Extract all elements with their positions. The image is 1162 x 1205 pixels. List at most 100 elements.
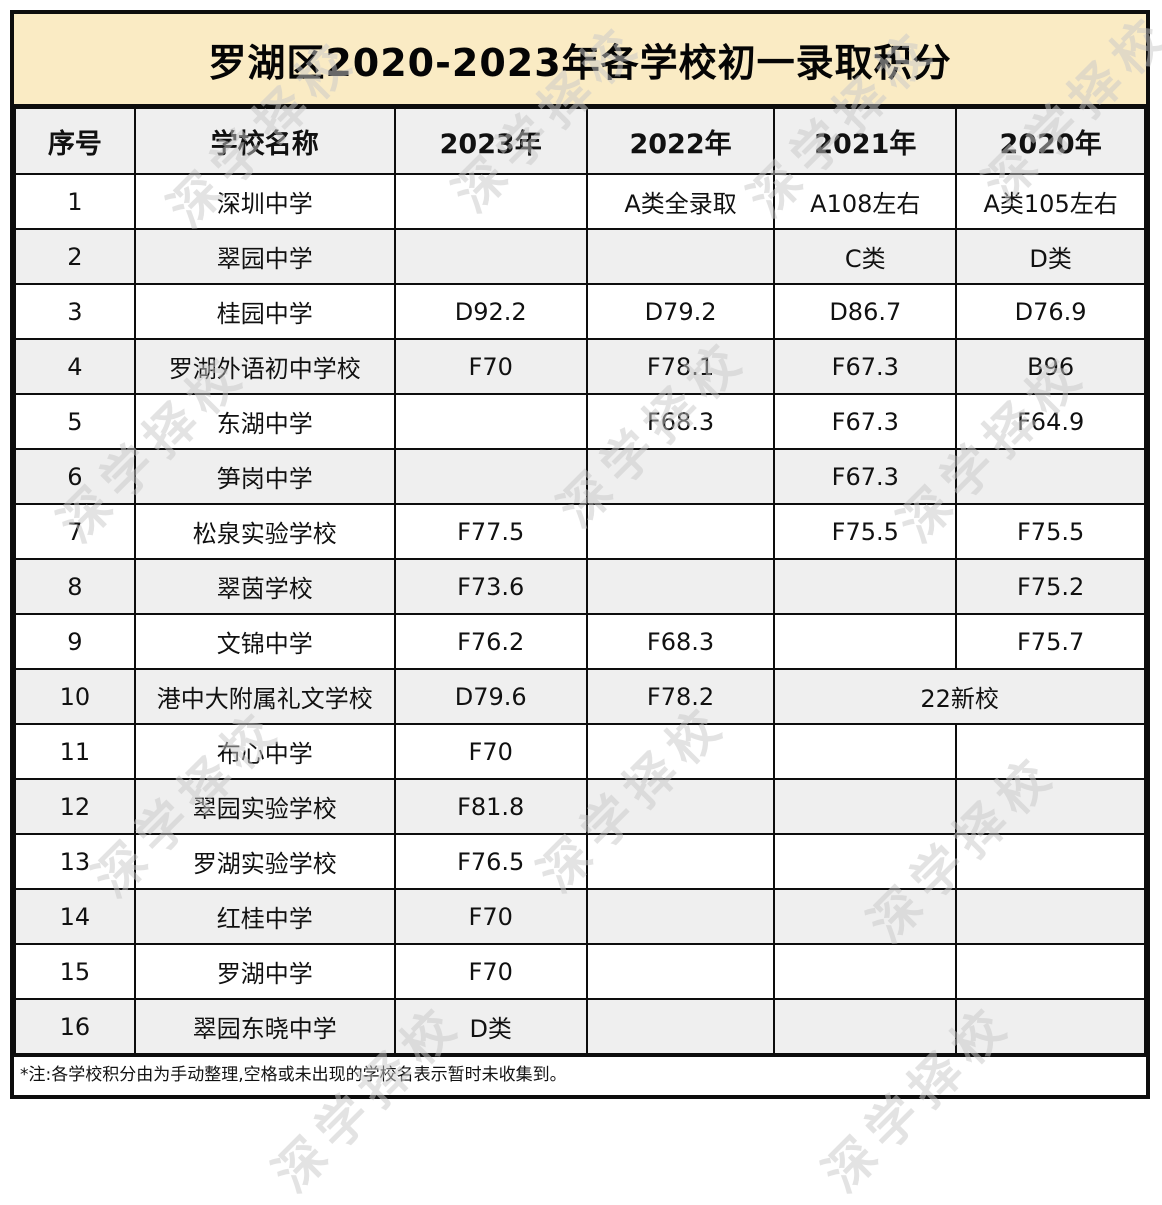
school-name-cell: 罗湖实验学校 <box>133 833 396 890</box>
score-cell: F68.3 <box>585 613 776 670</box>
score-cell: F75.5 <box>955 503 1146 560</box>
score-cell: D79.6 <box>393 668 588 725</box>
score-cell <box>585 558 776 615</box>
table-row: 12 翠园实验学校 F81.8 <box>14 778 1146 835</box>
row-number-cell: 11 <box>14 723 136 780</box>
score-cell <box>773 558 958 615</box>
score-cell <box>955 723 1146 780</box>
score-cell <box>585 778 776 835</box>
score-cell: D类 <box>955 228 1146 285</box>
score-cell: D92.2 <box>393 283 588 340</box>
row-number-cell: 16 <box>14 998 136 1055</box>
score-cell: B96 <box>955 338 1146 395</box>
school-name-cell: 东湖中学 <box>133 393 396 450</box>
row-number-cell: 12 <box>14 778 136 835</box>
score-cell <box>585 503 776 560</box>
score-cell: D类 <box>393 998 588 1055</box>
score-cell <box>773 888 958 945</box>
table-row: 16 翠园东晓中学 D类 <box>14 998 1146 1055</box>
score-cell: D76.9 <box>955 283 1146 340</box>
score-cell: F75.7 <box>955 613 1146 670</box>
score-cell <box>585 723 776 780</box>
score-cell <box>773 778 958 835</box>
school-name-cell: 红桂中学 <box>133 888 396 945</box>
score-cell: F70 <box>393 888 588 945</box>
row-number-cell: 9 <box>14 613 136 670</box>
table-row: 8 翠茵学校 F73.6 F75.2 <box>14 558 1146 615</box>
row-number-cell: 2 <box>14 228 136 285</box>
row-number-cell: 10 <box>14 668 136 725</box>
table-row: 13 罗湖实验学校 F76.5 <box>14 833 1146 890</box>
table-row: 9 文锦中学 F76.2 F68.3 F75.7 <box>14 613 1146 670</box>
school-name-cell: 港中大附属礼文学校 <box>133 668 396 725</box>
score-cell <box>585 833 776 890</box>
table-row: 3 桂园中学 D92.2 D79.2 D86.7 D76.9 <box>14 283 1146 340</box>
row-number-cell: 15 <box>14 943 136 1000</box>
title-band: 罗湖区2020-2023年各学校初一录取积分 <box>14 14 1146 107</box>
school-name-cell: 文锦中学 <box>133 613 396 670</box>
score-cell: F76.2 <box>393 613 588 670</box>
school-name-cell: 翠园东晓中学 <box>133 998 396 1055</box>
row-number-cell: 14 <box>14 888 136 945</box>
score-cell: F68.3 <box>585 393 776 450</box>
score-cell: A类105左右 <box>955 173 1146 230</box>
score-cell <box>585 228 776 285</box>
score-cell <box>585 448 776 505</box>
score-cell <box>773 833 958 890</box>
score-cell: F67.3 <box>773 393 958 450</box>
score-cell: F70 <box>393 943 588 1000</box>
column-header: 2020年 <box>955 107 1146 175</box>
score-cell: F64.9 <box>955 393 1146 450</box>
score-cell <box>955 778 1146 835</box>
score-cell <box>773 613 958 670</box>
row-number-cell: 6 <box>14 448 136 505</box>
score-cell <box>955 448 1146 505</box>
table-row: 5 东湖中学 F68.3 F67.3 F64.9 <box>14 393 1146 450</box>
row-number-cell: 1 <box>14 173 136 230</box>
school-name-cell: 深圳中学 <box>133 173 396 230</box>
school-name-cell: 翠园中学 <box>133 228 396 285</box>
page-title: 罗湖区2020-2023年各学校初一录取积分 <box>208 40 952 85</box>
score-cell <box>773 943 958 1000</box>
score-cell: F67.3 <box>773 448 958 505</box>
score-cell: F73.6 <box>393 558 588 615</box>
score-cell: F75.5 <box>773 503 958 560</box>
school-name-cell: 罗湖外语初中学校 <box>133 338 396 395</box>
school-name-cell: 翠园实验学校 <box>133 778 396 835</box>
score-cell: A类全录取 <box>585 173 776 230</box>
score-cell: F75.2 <box>955 558 1146 615</box>
table-row: 4 罗湖外语初中学校 F70 F78.1 F67.3 B96 <box>14 338 1146 395</box>
score-cell <box>773 998 958 1055</box>
score-cell <box>955 888 1146 945</box>
table-row: 6 笋岗中学 F67.3 <box>14 448 1146 505</box>
school-name-cell: 罗湖中学 <box>133 943 396 1000</box>
score-cell: F76.5 <box>393 833 588 890</box>
table-row: 10 港中大附属礼文学校 D79.6 F78.2 22新校 <box>14 668 1146 725</box>
row-number-cell: 3 <box>14 283 136 340</box>
table-row: 14 红桂中学 F70 <box>14 888 1146 945</box>
column-header: 学校名称 <box>133 107 396 175</box>
footnote: *注:各学校积分由为手动整理,空格或未出现的学校名表示暂时未收集到。 <box>14 1055 1146 1096</box>
score-cell: A108左右 <box>773 173 958 230</box>
score-cell <box>393 173 588 230</box>
score-cell: F70 <box>393 338 588 395</box>
score-cell: D86.7 <box>773 283 958 340</box>
score-cell <box>585 998 776 1055</box>
score-table: 序号 学校名称 2023年 2022年 2021年 2020年 1 深圳中学 A类全录取 A10… <box>14 107 1146 1055</box>
score-cell <box>585 888 776 945</box>
school-name-cell: 松泉实验学校 <box>133 503 396 560</box>
row-number-cell: 13 <box>14 833 136 890</box>
score-cell <box>955 833 1146 890</box>
score-cell: C类 <box>773 228 958 285</box>
school-name-cell: 笋岗中学 <box>133 448 396 505</box>
score-cell <box>955 998 1146 1055</box>
table-row: 1 深圳中学 A类全录取 A108左右 A类105左右 <box>14 173 1146 230</box>
row-number-cell: 5 <box>14 393 136 450</box>
score-cell: F78.2 <box>585 668 776 725</box>
score-cell <box>585 943 776 1000</box>
row-number-cell: 8 <box>14 558 136 615</box>
school-name-cell: 布心中学 <box>133 723 396 780</box>
score-cell: F70 <box>393 723 588 780</box>
row-number-cell: 7 <box>14 503 136 560</box>
column-header: 2021年 <box>773 107 958 175</box>
